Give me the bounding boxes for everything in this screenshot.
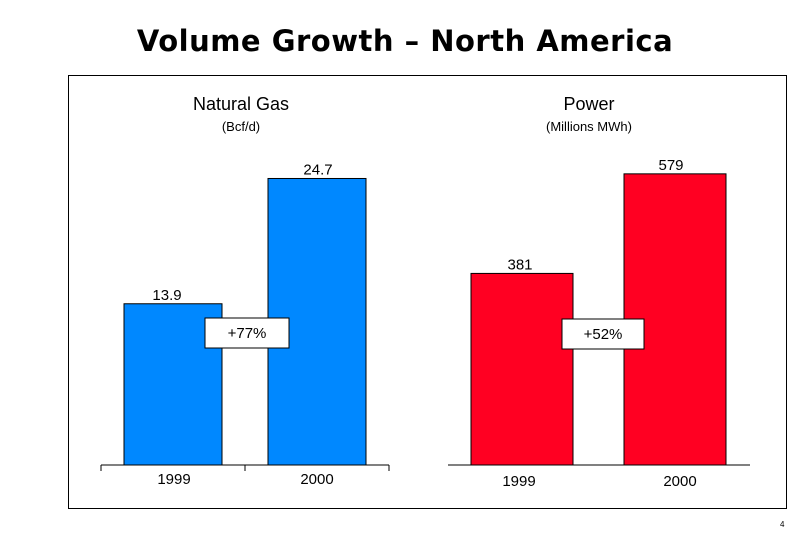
power-tick-1999: 1999: [502, 473, 535, 490]
natural-gas-chart: Natural Gas (Bcf/d) 13.9 24.7 1999 2000 +…: [100, 94, 390, 488]
power-growth-label: +52%: [584, 326, 623, 343]
page-number: 4: [780, 520, 785, 529]
power-bars: 381 579: [470, 157, 727, 466]
power-value-label-2000: 579: [658, 157, 683, 174]
natural-gas-growth-label: +77%: [228, 325, 267, 342]
natural-gas-title: Natural Gas: [193, 94, 289, 114]
chart-frame: [68, 75, 787, 509]
natural-gas-value-label-1999: 13.9: [152, 287, 181, 304]
natural-gas-tick-1999: 1999: [157, 471, 190, 488]
power-title: Power: [563, 94, 614, 114]
page-title: Volume Growth – North America: [136, 24, 674, 58]
natural-gas-value-label-2000: 24.7: [303, 161, 332, 178]
power-chart: Power (Millions MWh) 381 579 1999 2000 +5…: [448, 94, 750, 490]
natural-gas-bars: 13.9 24.7: [123, 161, 367, 466]
power-value-label-1999: 381: [507, 256, 532, 273]
power-growth-box: [561, 318, 645, 350]
power-unit: (Millions MWh): [546, 119, 632, 134]
power-bar-1999: [470, 272, 574, 466]
natural-gas-tick-2000: 2000: [300, 471, 333, 488]
natural-gas-unit: (Bcf/d): [222, 119, 260, 134]
power-tick-2000: 2000: [663, 473, 696, 490]
natural-gas-growth-box: [204, 317, 290, 349]
